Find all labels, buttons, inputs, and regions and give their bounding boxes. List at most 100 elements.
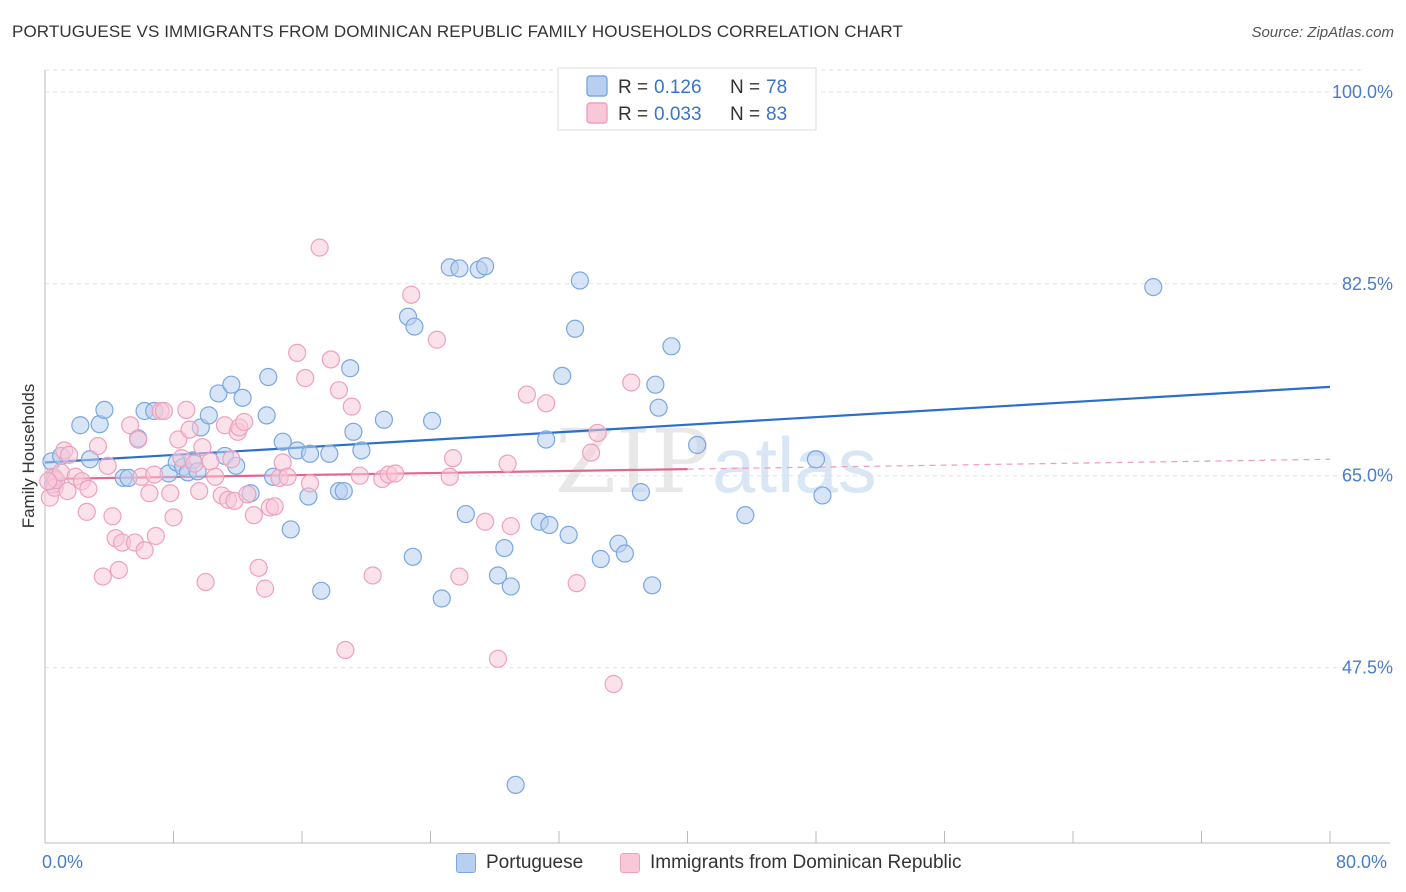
data-point-series-1 [180,420,199,439]
data-point-series-1 [145,465,164,484]
data-point-series-1 [498,454,517,473]
data-point-series-1 [321,350,341,369]
data-point-series-1 [255,579,275,598]
data-point-series-1 [103,507,122,526]
data-point-series-0 [537,430,556,449]
y-axis-label: Family Households [19,384,38,529]
data-point-series-1 [567,574,586,593]
data-point-series-1 [488,649,508,668]
data-point-series-1 [342,397,361,416]
data-point-series-0 [506,775,525,794]
data-point-series-0 [450,259,469,278]
data-point-series-0 [344,422,363,441]
data-point-series-1 [622,373,641,392]
data-point-series-1 [135,541,154,560]
data-point-series-1 [88,436,108,456]
data-point-series-1 [39,472,58,491]
legend-bottom: Portuguese Immigrants from Dominican Rep… [0,850,1406,880]
data-point-series-1 [235,412,254,432]
data-point-series-0 [501,577,520,596]
data-point-series-0 [553,366,572,386]
data-point-series-0 [80,450,100,469]
x-tick-min: 0.0% [42,852,84,872]
legend-n-value: 83 [766,104,787,125]
data-point-series-1 [350,466,369,485]
data-point-series-1 [185,454,204,473]
y-tick-label: 47.5% [1342,658,1393,678]
data-point-series-1 [222,450,241,469]
chart-title: PORTUGUESE VS IMMIGRANTS FROM DOMINICAN … [12,22,903,41]
data-point-series-0 [631,483,651,502]
legend-n-label: N = [730,77,760,98]
data-point-series-1 [129,430,148,449]
data-point-series-0 [320,444,339,463]
data-point-series-0 [352,441,371,460]
data-point-series-1 [296,369,315,388]
watermark-atlas: atlas [712,421,877,509]
legend-n-label: N = [730,104,760,125]
x-tick-max: 80.0% [1336,852,1388,872]
data-point-series-0 [688,435,707,455]
data-point-series-1 [196,572,215,592]
data-point-series-0 [813,486,832,505]
data-point-series-1 [109,560,128,580]
data-point-series-1 [77,502,96,521]
data-point-series-0 [806,450,826,469]
data-point-series-1 [93,567,112,586]
data-point-series-1 [58,481,77,501]
data-point-series-0 [281,520,300,539]
data-point-series-1 [121,416,140,435]
data-point-series-1 [537,394,556,413]
data-point-series-0 [273,432,292,451]
data-point-series-0 [570,271,589,290]
data-point-series-1 [161,484,180,503]
data-point-series-1 [193,438,212,457]
data-point-series-0 [736,506,755,525]
data-point-series-0 [662,337,681,356]
data-point-series-1 [582,443,601,462]
data-point-series-1 [443,449,463,468]
legend-top: R = 0.126 N = 78 R = 0.033 N = 83 [557,67,817,131]
data-point-series-0 [257,406,276,425]
data-point-series-1 [201,452,220,471]
data-point-series-0 [71,416,90,435]
legend-item-portuguese: Portuguese [456,852,583,874]
data-point-series-0 [646,375,665,394]
legend-item-dominican: Immigrants from Dominican Republic [620,852,962,874]
legend-swatch-blue [456,853,476,873]
data-point-series-0 [615,544,634,563]
data-point-series-0 [259,367,278,387]
data-point-series-1 [604,674,623,694]
data-point-series-1 [440,467,459,486]
data-point-series-1 [238,485,257,504]
data-point-series-1 [265,497,284,516]
data-point-series-0 [540,515,559,535]
data-point-series-0 [495,538,514,558]
data-point-series-1 [206,467,225,486]
data-point-series-1 [249,558,268,577]
data-point-series-1 [177,400,196,420]
y-tick-label: 82.5% [1342,274,1393,294]
trend-line-series-0 [44,385,1331,464]
data-points [39,81,1163,794]
data-point-series-1 [329,381,349,400]
data-point-series-1 [476,512,495,531]
data-point-series-1 [154,401,173,421]
legend-top-swatch [586,75,608,97]
data-point-series-1 [278,467,297,486]
data-point-series-1 [300,474,320,493]
data-point-series-1 [164,508,183,527]
data-point-series-1 [310,238,329,257]
data-point-series-0 [456,504,475,524]
data-point-series-1 [79,479,98,498]
data-point-series-1 [288,343,307,362]
legend-top-swatch [586,102,608,124]
y-tick-labels: 47.5% 65.0% 82.5% 100.0% [1332,82,1393,678]
data-point-series-1 [501,517,520,536]
data-point-series-0 [649,398,668,417]
gridlines [45,69,1365,669]
data-point-series-0 [209,384,228,403]
data-point-series-1 [59,445,79,464]
data-point-series-1 [386,464,405,483]
